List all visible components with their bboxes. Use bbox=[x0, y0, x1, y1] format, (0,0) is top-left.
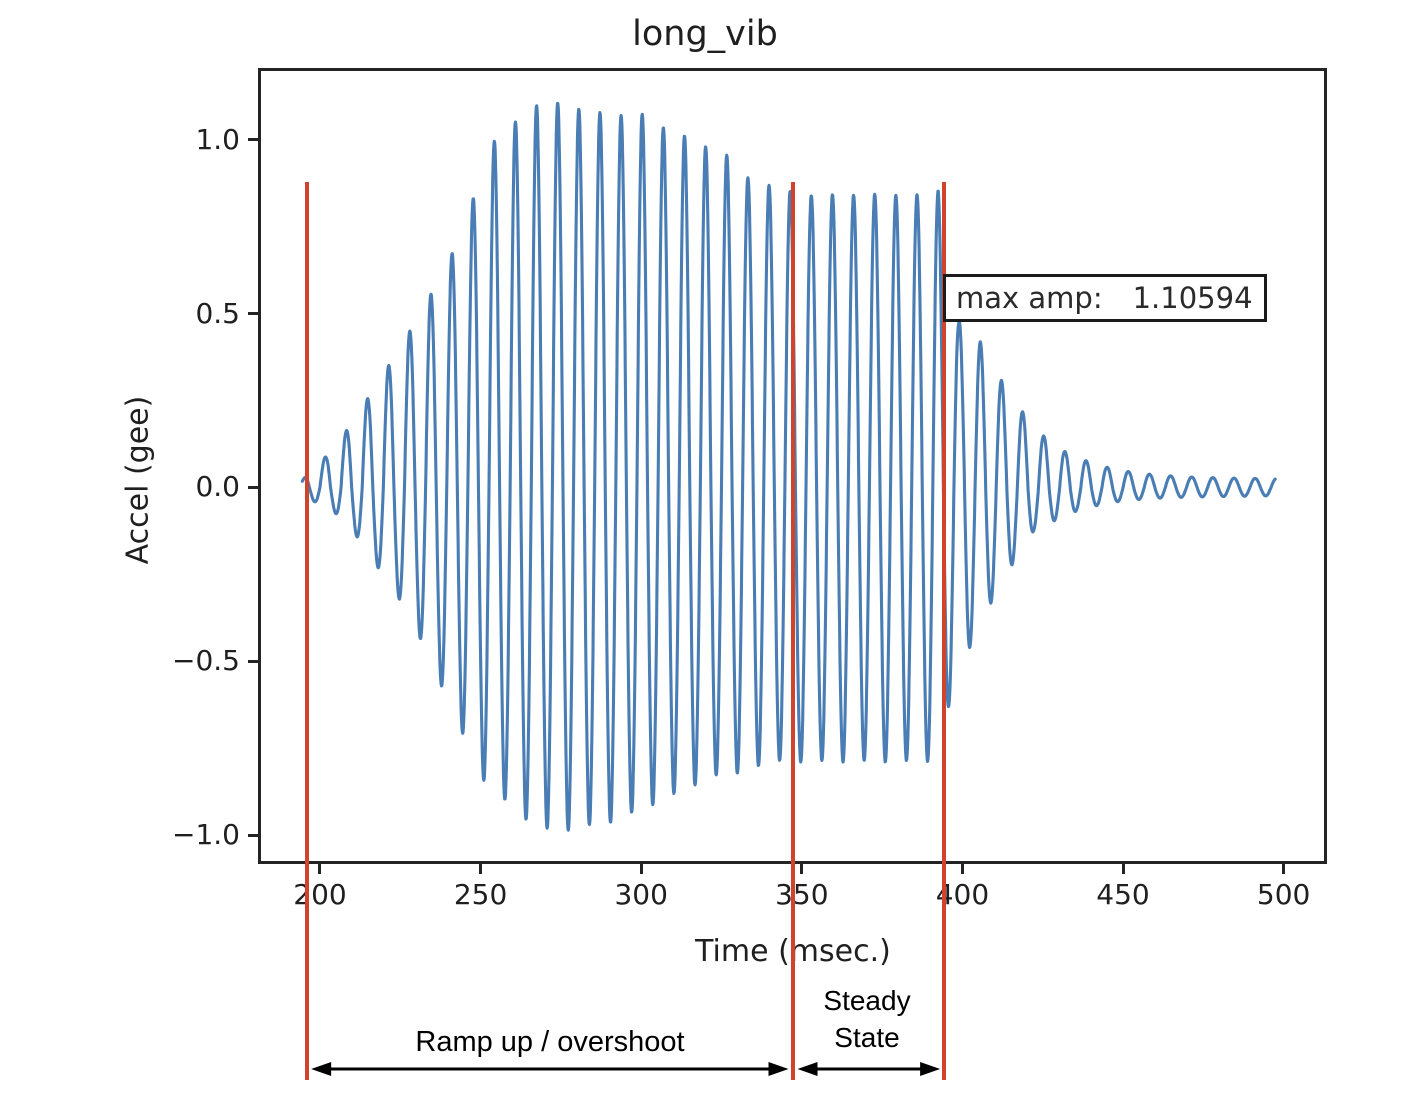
x-tick-label: 300 bbox=[614, 878, 668, 911]
x-tick-label: 500 bbox=[1256, 878, 1311, 911]
y-tick-label: 0.5 bbox=[195, 296, 240, 330]
steady-region-label: Steady State bbox=[782, 982, 952, 1056]
x-tick-label: 250 bbox=[453, 878, 508, 911]
y-tick bbox=[248, 312, 258, 315]
y-tick bbox=[248, 659, 258, 663]
x-tick-label: 350 bbox=[775, 878, 829, 911]
x-tick bbox=[800, 864, 804, 874]
y-tick-label: 1.0 bbox=[195, 122, 240, 156]
y-tick-label: −0.5 bbox=[172, 644, 240, 678]
x-tick bbox=[1121, 864, 1125, 874]
waveform-plot bbox=[300, 101, 1277, 832]
ramp-region-label: Ramp up / overshoot bbox=[415, 1026, 685, 1058]
double-arrow bbox=[311, 1062, 789, 1076]
x-tick bbox=[479, 864, 483, 874]
y-tick-label: 0.0 bbox=[195, 470, 240, 504]
max-amp-value: 1.10594 bbox=[1132, 281, 1253, 315]
steady-region-label-line2: State bbox=[834, 1022, 900, 1053]
double-arrow bbox=[797, 1062, 941, 1076]
range-arrows bbox=[311, 1062, 941, 1076]
x-tick bbox=[1282, 864, 1286, 874]
region-marker-line bbox=[942, 182, 947, 1080]
y-tick-label: −1.0 bbox=[172, 818, 240, 852]
x-tick-label: 450 bbox=[1096, 878, 1150, 911]
x-tick-label: 400 bbox=[935, 878, 990, 911]
chart-title-row: long_vib bbox=[0, 14, 1410, 54]
chart-title: long_vib bbox=[632, 14, 778, 54]
y-tick bbox=[248, 138, 258, 142]
x-tick bbox=[318, 864, 322, 874]
steady-region-label-line1: Steady bbox=[823, 985, 911, 1016]
y-axis-label: Accel (gee) bbox=[120, 395, 156, 565]
max-amp-label: max amp: bbox=[956, 281, 1103, 315]
region-marker-line bbox=[305, 182, 310, 1080]
x-tick-label: 200 bbox=[293, 878, 347, 911]
y-tick bbox=[248, 833, 258, 837]
x-tick bbox=[960, 864, 964, 874]
region-marker-line bbox=[790, 182, 795, 1080]
accel-signal-line bbox=[300, 101, 1277, 832]
y-tick bbox=[248, 485, 258, 489]
x-tick bbox=[639, 864, 643, 874]
max-amp-annotation-box: max amp: 1.10594 bbox=[943, 274, 1267, 322]
